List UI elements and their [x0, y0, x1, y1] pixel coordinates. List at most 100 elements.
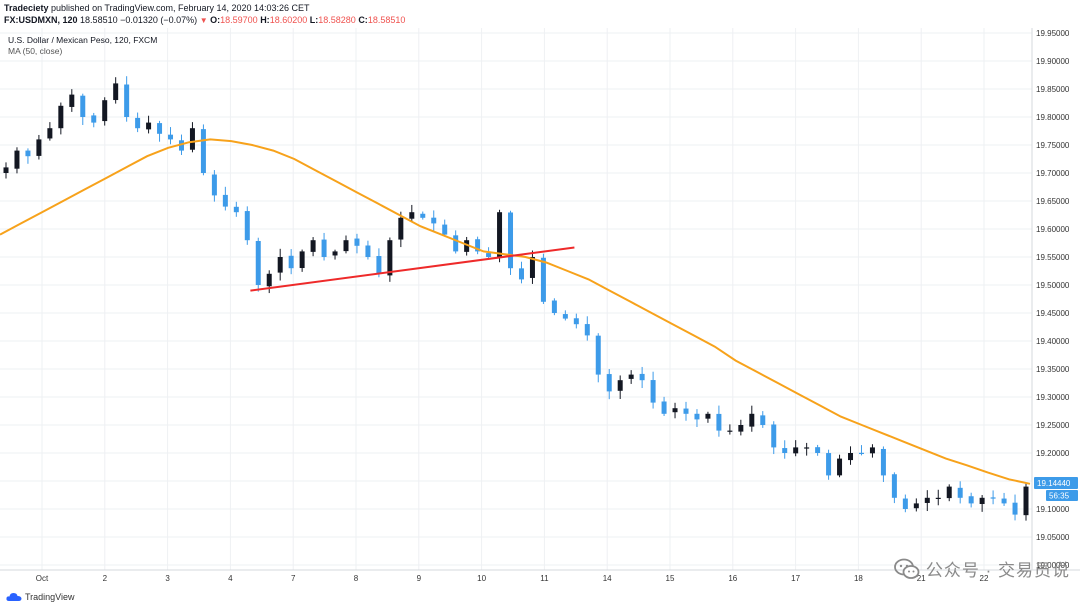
price-tick-label: 19.85000 — [1036, 85, 1070, 94]
candle-body — [321, 239, 327, 257]
candle-body — [69, 94, 75, 107]
candle-body — [584, 324, 590, 336]
tradingview-cloud-icon — [6, 593, 22, 601]
candle-body — [826, 453, 832, 476]
candle-body — [113, 83, 119, 101]
price-tick-label: 19.20000 — [1036, 449, 1070, 458]
price-tick-label: 19.05000 — [1036, 533, 1070, 542]
watermark-text: 公众号 · 交易员说 — [925, 561, 1070, 580]
candle-body — [266, 273, 272, 287]
candle-body — [837, 458, 843, 476]
candle-body — [1001, 498, 1007, 504]
candle-body — [595, 335, 601, 375]
publisher-name[interactable]: Tradeciety — [4, 3, 49, 13]
candle-body — [58, 105, 64, 129]
candle-body — [771, 424, 777, 448]
quote-line: FX:USDMXN, 120 18.58510 −0.01320 (−0.07%… — [4, 15, 405, 25]
moving-average-line — [0, 138, 1031, 485]
candle-body — [409, 212, 415, 219]
candle-body — [913, 503, 919, 509]
candle-body — [957, 487, 963, 498]
candle-body — [80, 95, 86, 117]
price-tick-label: 19.65000 — [1036, 197, 1070, 206]
candle-body — [299, 251, 305, 269]
price-tick-label: 19.45000 — [1036, 309, 1070, 318]
time-tick-label: 14 — [603, 574, 612, 583]
candle-body — [189, 128, 195, 150]
countdown-label: 56:35 — [1049, 492, 1070, 501]
time-tick-label: 9 — [417, 574, 422, 583]
price-tick-label: 19.40000 — [1036, 337, 1070, 346]
candle-body — [672, 408, 678, 413]
price-tick-label: 19.30000 — [1036, 393, 1070, 402]
candle-body — [782, 448, 788, 453]
candle-body — [683, 408, 689, 414]
candle-body — [1023, 486, 1029, 516]
candle-body — [738, 425, 744, 432]
candle-body — [124, 84, 130, 117]
price-tick-label: 19.75000 — [1036, 141, 1070, 150]
candle-body — [924, 497, 930, 503]
price-tag — [1034, 477, 1078, 489]
price-tick-label: 19.90000 — [1036, 57, 1070, 66]
candle-body — [244, 211, 250, 241]
candle-body — [222, 194, 228, 207]
candle-body — [902, 498, 908, 509]
open-label: O: — [210, 15, 221, 25]
candle-body — [606, 374, 612, 392]
countdown-tag — [1046, 490, 1078, 501]
time-tick-label: 21 — [917, 574, 926, 583]
price-tick-label: 19.10000 — [1036, 505, 1070, 514]
candle-body — [815, 447, 821, 453]
candle-body — [891, 474, 897, 498]
candle-body — [716, 413, 722, 431]
candle-body — [277, 257, 283, 273]
candle-body — [551, 300, 557, 313]
candle-body — [628, 374, 634, 379]
open-value: 18.59700 — [220, 15, 258, 25]
instrument-legend[interactable]: U.S. Dollar / Mexican Peso, 120, FXCM — [8, 35, 158, 45]
indicator-legend[interactable]: MA (50, close) — [8, 46, 63, 56]
candle-body — [869, 447, 875, 454]
candle-body — [804, 447, 810, 449]
candle-body — [398, 217, 404, 240]
close-label: C: — [358, 15, 368, 25]
candle-body — [617, 380, 623, 391]
candle-body — [343, 240, 349, 252]
price-tick-label: 19.70000 — [1036, 169, 1070, 178]
down-arrow-icon: ▼ — [199, 16, 208, 25]
candle-body — [880, 448, 886, 476]
symbol-label: FX:USDMXN, 120 — [4, 15, 78, 25]
candle-body — [14, 150, 20, 169]
candle-body — [990, 497, 996, 499]
candle-body — [639, 373, 645, 381]
candle-body — [442, 224, 448, 235]
time-axis: Oct 2 3 4 7 8 9 10 11 14 15 16 17 18 21 22 — [36, 574, 989, 583]
last-price: 18.58510 — [80, 15, 118, 25]
candle-body — [200, 129, 206, 173]
candle-body — [255, 240, 261, 285]
candle-body — [529, 257, 535, 278]
time-tick-label: 2 — [103, 574, 108, 583]
publish-info: Tradeciety published on TradingView.com,… — [4, 3, 310, 13]
price-tick-label: 19.80000 — [1036, 113, 1070, 122]
close-value: 18.58510 — [367, 15, 406, 25]
low-value: 18.58280 — [318, 15, 356, 25]
tradingview-logo[interactable]: TradingView — [6, 592, 75, 602]
candle-body — [508, 212, 514, 269]
candle-body — [858, 452, 864, 455]
price-tick-label: 19.55000 — [1036, 253, 1070, 262]
candle-body — [453, 235, 459, 252]
wechat-watermark: 公众号 · 交易员说 — [893, 556, 1070, 581]
candle-body — [47, 128, 53, 139]
time-tick-label: 11 — [540, 574, 549, 583]
support-trendline — [250, 246, 575, 292]
candle-body — [365, 245, 371, 257]
candle-body — [233, 206, 239, 213]
price-change: −0.01320 (−0.07%) — [120, 15, 198, 25]
candle-body — [540, 257, 546, 302]
candle-body — [25, 150, 31, 157]
candle-body — [354, 238, 360, 246]
wechat-icon — [893, 558, 920, 579]
